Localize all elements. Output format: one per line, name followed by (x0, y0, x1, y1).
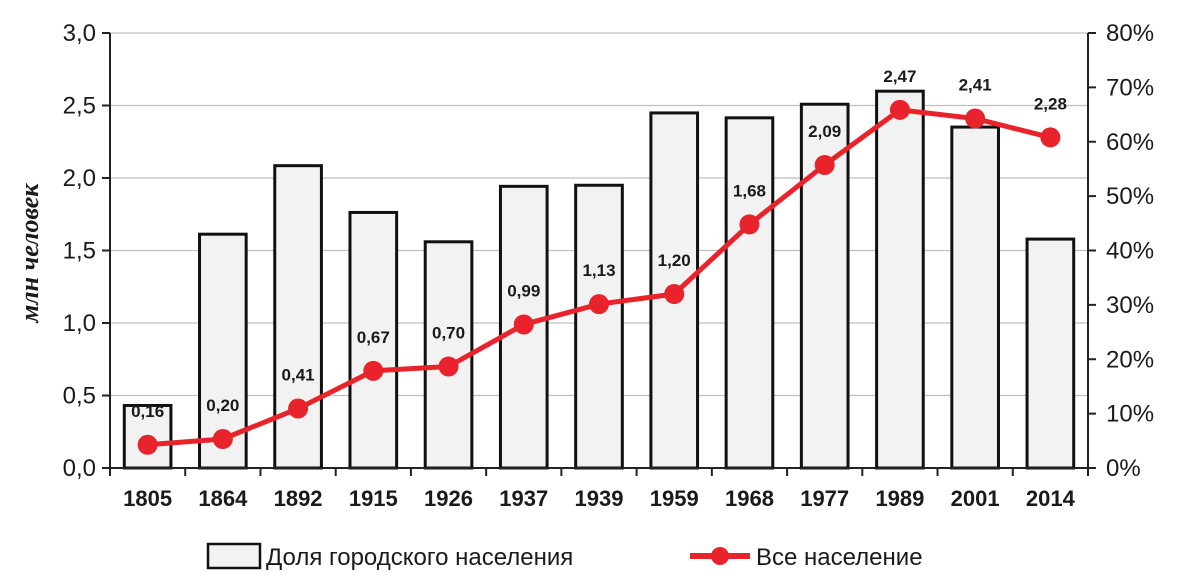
right-tick-label: 60% (1106, 129, 1154, 156)
bar (950, 125, 1000, 470)
data-label: 0,99 (507, 281, 540, 300)
line-point (739, 214, 760, 235)
right-tick-label: 80% (1106, 20, 1154, 47)
line-point (814, 154, 835, 175)
left-tick-label: 1,5 (63, 238, 96, 265)
data-label: 1,13 (582, 261, 615, 280)
y-axis-label: млн человек (15, 183, 44, 324)
legend: Доля городского населения Все население (206, 542, 923, 571)
data-label: 0,16 (131, 402, 164, 421)
left-tick-label: 1,0 (63, 310, 96, 337)
right-tick-label: 30% (1106, 292, 1154, 319)
data-label: 0,70 (432, 324, 465, 343)
line-point (212, 429, 233, 449)
bar (724, 116, 775, 470)
right-tick-label: 50% (1106, 183, 1154, 210)
left-tick-label: 2,5 (63, 93, 96, 120)
x-tick-label: 2014 (1026, 486, 1076, 511)
right-tick-label: 0% (1106, 455, 1141, 482)
data-label: 0,67 (357, 328, 390, 347)
x-tick-label: 2001 (951, 486, 1000, 511)
line-point (965, 108, 986, 129)
x-tick-label: 1939 (575, 486, 624, 511)
data-label: 0,41 (282, 366, 315, 385)
data-label: 2,28 (1034, 94, 1067, 113)
x-tick-label: 1989 (875, 486, 924, 511)
bar (273, 164, 323, 470)
x-tick-label: 1968 (725, 486, 774, 511)
x-tick-label: 1805 (123, 486, 172, 511)
right-tick-label: 20% (1106, 346, 1154, 373)
line-point (589, 294, 609, 315)
bar (423, 240, 474, 470)
x-tick-label: 1915 (349, 486, 398, 511)
x-tick-label: 1959 (650, 486, 699, 511)
x-tick-label: 1937 (499, 486, 548, 511)
data-label: 2,47 (883, 67, 916, 86)
left-axis-ticks: 0,0 0,5 1,0 1,5 2,0 2,5 3,0 (63, 20, 110, 482)
left-tick-label: 2,0 (63, 165, 96, 192)
x-tick-label: 1926 (424, 486, 473, 511)
data-label: 1,20 (658, 251, 691, 270)
right-tick-label: 70% (1106, 74, 1154, 101)
data-label: 0,20 (206, 396, 239, 415)
bar (1025, 237, 1076, 470)
right-axis-ticks: 0% 10% 20% 30% 40% 50% 60% 70% 80% (1088, 20, 1154, 482)
bar (875, 89, 925, 470)
left-tick-label: 0,0 (63, 455, 96, 482)
x-tick-label: 1977 (800, 486, 849, 511)
legend-bar-swatch (206, 542, 262, 570)
line-total-population (137, 99, 1061, 455)
line-point (288, 398, 309, 419)
line-point (363, 360, 384, 381)
data-label: 2,41 (959, 76, 992, 95)
line-point (889, 99, 910, 120)
legend-line-label: Все население (756, 544, 923, 571)
legend-line-marker (711, 547, 729, 565)
right-tick-label: 10% (1106, 401, 1154, 428)
bar (574, 183, 624, 470)
data-label: 1,68 (733, 181, 766, 200)
line-point (137, 434, 158, 455)
data-labels: 0,16 0,20 0,41 0,67 0,70 0,99 1,13 1,20 1,68 2,09… (131, 67, 1067, 421)
right-tick-label: 40% (1106, 238, 1154, 265)
left-tick-label: 0,5 (63, 383, 96, 410)
legend-bar-label: Доля городского населения (266, 544, 573, 571)
line-point (1040, 127, 1061, 148)
x-axis-ticks: 1805 1864 1892 1915 1926 1937 1939 1959 1968 1977… (109, 468, 1089, 511)
data-label: 2,09 (808, 122, 841, 141)
x-tick-label: 1864 (198, 486, 248, 511)
line-point (438, 356, 459, 377)
line-point (513, 314, 534, 335)
x-tick-label: 1892 (274, 486, 323, 511)
left-tick-label: 3,0 (63, 20, 96, 47)
line-point (664, 284, 685, 304)
